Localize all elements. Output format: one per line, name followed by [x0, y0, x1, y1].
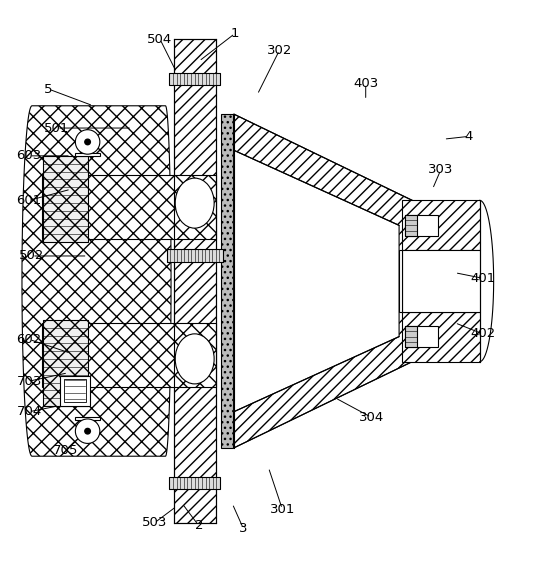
Text: 503: 503: [141, 516, 167, 529]
Text: 601: 601: [17, 194, 42, 207]
Bar: [402, 251, 480, 311]
Text: 603: 603: [17, 149, 42, 162]
Bar: [42, 323, 216, 387]
Circle shape: [75, 130, 100, 154]
Ellipse shape: [175, 334, 214, 384]
Text: 4: 4: [465, 130, 473, 143]
Circle shape: [75, 419, 100, 443]
Text: 303: 303: [428, 163, 453, 176]
Bar: [43, 320, 88, 406]
Text: 304: 304: [359, 411, 384, 424]
Text: 501: 501: [44, 121, 70, 134]
Polygon shape: [221, 114, 233, 448]
Bar: [75, 417, 100, 420]
Bar: [169, 477, 220, 489]
Circle shape: [85, 428, 91, 434]
Bar: [405, 326, 438, 347]
Text: 5: 5: [44, 83, 53, 96]
Bar: [169, 73, 220, 85]
Bar: [75, 153, 100, 156]
Bar: [402, 200, 480, 251]
Bar: [167, 250, 223, 261]
Ellipse shape: [175, 178, 214, 228]
Bar: [405, 215, 417, 236]
Text: 602: 602: [17, 333, 42, 346]
Polygon shape: [22, 106, 171, 456]
Bar: [402, 311, 480, 362]
Text: 704: 704: [17, 405, 42, 418]
Text: 703: 703: [17, 375, 42, 388]
Bar: [60, 375, 91, 406]
Text: 2: 2: [195, 519, 203, 532]
Bar: [174, 39, 216, 523]
Polygon shape: [234, 114, 435, 448]
Bar: [43, 156, 88, 242]
Text: 401: 401: [470, 271, 495, 285]
Text: 1: 1: [231, 27, 239, 40]
Text: 301: 301: [269, 502, 295, 515]
Text: 3: 3: [239, 522, 248, 535]
Circle shape: [85, 139, 91, 145]
Text: 402: 402: [470, 327, 495, 341]
Polygon shape: [234, 150, 399, 412]
Text: 705: 705: [53, 444, 78, 457]
Bar: [42, 175, 216, 239]
Bar: [405, 326, 417, 347]
Bar: [399, 251, 402, 311]
Text: 504: 504: [147, 33, 173, 46]
Bar: [405, 215, 438, 236]
Text: 502: 502: [20, 250, 45, 262]
Text: 403: 403: [353, 77, 378, 90]
Text: 302: 302: [267, 44, 292, 57]
Bar: [64, 379, 87, 402]
